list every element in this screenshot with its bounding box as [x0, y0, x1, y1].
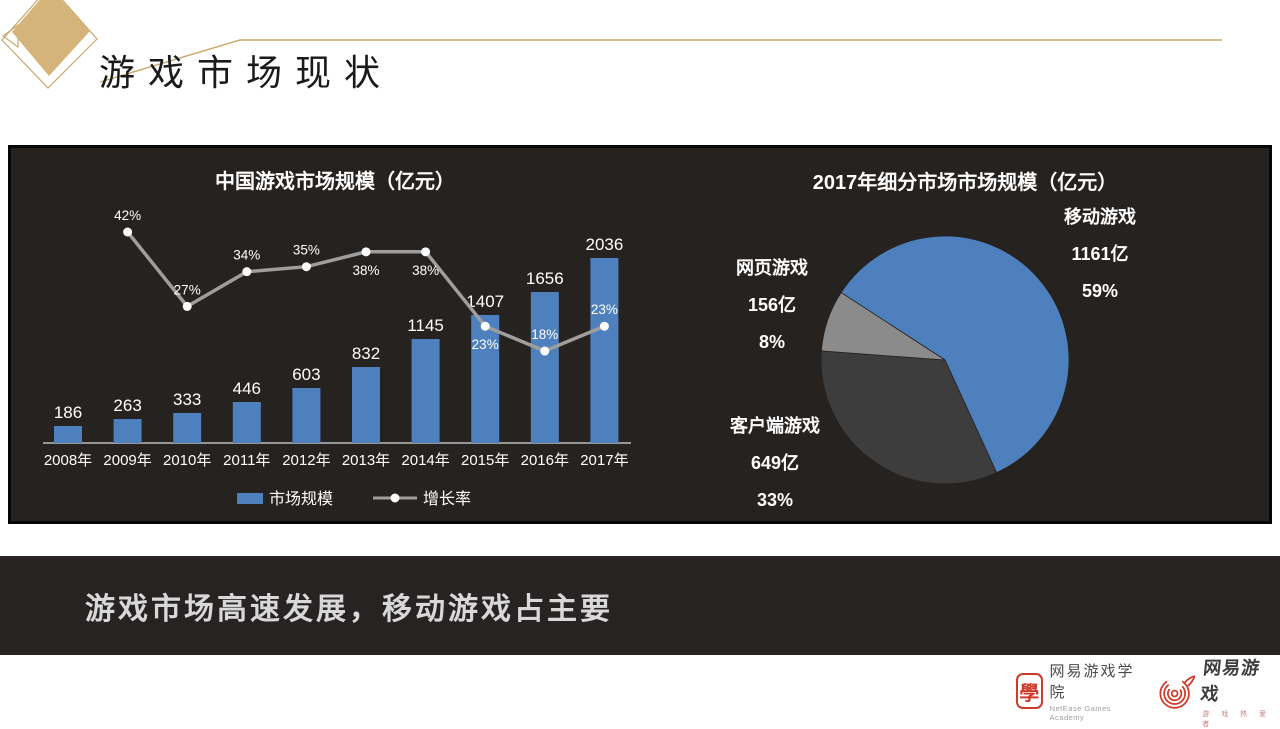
- bar-value-label: 2036: [585, 235, 623, 254]
- bar-2009年: [113, 419, 142, 443]
- growth-rate-label: 34%: [233, 248, 260, 263]
- x-tick-label: 2017年: [580, 452, 628, 469]
- growth-rate-label: 23%: [591, 302, 618, 317]
- pie-label-amount: 649亿: [750, 453, 800, 473]
- bar-value-label: 1407: [466, 292, 504, 311]
- growth-rate-point: [182, 301, 192, 311]
- games-logo-name: 网易游戏: [1199, 657, 1262, 704]
- bar-2013年: [352, 367, 380, 443]
- growth-rate-label: 38%: [352, 263, 379, 278]
- growth-rate-label: 42%: [114, 208, 141, 223]
- bar-value-label: 263: [113, 396, 141, 415]
- growth-rate-point: [421, 247, 431, 257]
- key-message-text: 游戏市场高速发展，移动游戏占主要: [85, 592, 613, 626]
- diamond-fill: [12, 0, 90, 76]
- academy-logo-subtitle: NetEase Games Academy: [1049, 704, 1112, 722]
- growth-rate-point: [123, 227, 133, 237]
- x-tick-label: 2009年: [103, 452, 151, 469]
- key-message-banner: 游戏市场高速发展，移动游戏占主要: [0, 556, 1280, 655]
- pie-label-percent: 8%: [758, 332, 785, 352]
- header-decoration: [1, 0, 1222, 89]
- netease-academy-logo: 學 网易游戏学院 NetEase Games Academy: [1016, 660, 1135, 722]
- academy-seal-icon: 學: [1016, 673, 1043, 709]
- growth-rate-point: [540, 346, 550, 356]
- legend-line-label: 增长率: [423, 490, 471, 508]
- segment-pie-chart: [820, 235, 1070, 485]
- growth-rate-label: 18%: [531, 327, 558, 342]
- pie-slice-客户端游戏: [820, 350, 998, 485]
- x-tick-label: 2016年: [521, 452, 569, 469]
- x-tick-label: 2010年: [163, 452, 211, 469]
- bar-2012年: [292, 388, 321, 443]
- combo-chart-title: 中国游戏市场规模（亿元）: [215, 169, 455, 193]
- pie-label-percent: 59%: [1081, 281, 1119, 301]
- growth-rate-point: [242, 267, 252, 277]
- bar-2016年: [530, 292, 559, 443]
- growth-rate-point: [480, 321, 490, 331]
- pie-label-name: 客户端游戏: [730, 416, 820, 436]
- pie-slice-网页游戏: [820, 292, 946, 361]
- footer-logos: 學 网易游戏学院 NetEase Games Academy 网易游戏 游 戏 …: [1016, 658, 1276, 728]
- growth-rate-label: 23%: [472, 337, 499, 352]
- netease-games-swirl-icon: [1159, 675, 1196, 709]
- bar-2011年: [232, 402, 261, 443]
- x-tick-label: 2014年: [401, 452, 449, 469]
- bar-value-label: 333: [173, 390, 201, 409]
- page-title: 游戏市场现状: [99, 52, 394, 93]
- growth-rate-point: [599, 321, 609, 331]
- pie-label-amount: 1161亿: [1071, 244, 1129, 264]
- growth-rate-point: [361, 247, 371, 257]
- x-tick-label: 2012年: [282, 452, 330, 469]
- bar-value-label: 1656: [526, 269, 564, 288]
- bar-value-label: 1145: [407, 316, 444, 335]
- bar-2008年: [54, 426, 82, 443]
- bar-value-label: 603: [292, 365, 320, 384]
- bar-2017年: [590, 258, 619, 443]
- academy-seal-glyph: 學: [1019, 682, 1040, 705]
- netease-games-logo: 网易游戏 游 戏 热 爱 者: [1157, 654, 1276, 729]
- bar-value-label: 832: [352, 344, 380, 363]
- bar-value-label: 186: [54, 403, 82, 422]
- pie-label-name: 网页游戏: [736, 258, 808, 278]
- legend-bar-swatch: [237, 493, 263, 504]
- x-tick-label: 2008年: [44, 452, 92, 469]
- bar-2015年: [471, 315, 500, 443]
- legend-line-dot: [390, 493, 400, 503]
- growth-rate-label: 27%: [174, 282, 201, 297]
- pie-label-web-games: 网页游戏 156亿 8%: [712, 250, 832, 361]
- growth-rate-label: 35%: [293, 243, 320, 258]
- legend-bar-label: 市场规模: [269, 490, 333, 508]
- bar-2010年: [173, 413, 202, 443]
- pie-label-client-games: 客户端游戏 649亿 33%: [700, 408, 850, 519]
- bar-value-label: 446: [233, 379, 261, 398]
- gold-rule: [99, 39, 1222, 83]
- games-logo-subtitle: 游 戏 热 爱 者: [1202, 710, 1272, 728]
- diamond-outline: [1, 0, 98, 89]
- pie-label-mobile-games: 移动游戏 1161亿 59%: [1035, 199, 1165, 310]
- pie-label-amount: 156亿: [747, 295, 797, 315]
- pie-label-name: 移动游戏: [1064, 207, 1136, 227]
- x-tick-label: 2015年: [461, 452, 509, 469]
- academy-logo-name: 网易游戏学院: [1049, 663, 1135, 701]
- x-tick-label: 2011年: [223, 452, 270, 469]
- bar-2014年: [411, 339, 440, 443]
- pie-slice-移动游戏: [840, 235, 1070, 474]
- x-tick-label: 2013年: [342, 452, 390, 469]
- pie-label-percent: 33%: [756, 490, 794, 510]
- growth-rate-point: [301, 262, 311, 272]
- pie-chart-title: 2017年细分市场市场规模（亿元）: [812, 172, 1118, 194]
- market-size-combo-chart: 中国游戏市场规模（亿元） 186 2008年 263 2009年 333 2010年 446 2…: [43, 169, 631, 508]
- growth-rate-label: 38%: [412, 263, 439, 278]
